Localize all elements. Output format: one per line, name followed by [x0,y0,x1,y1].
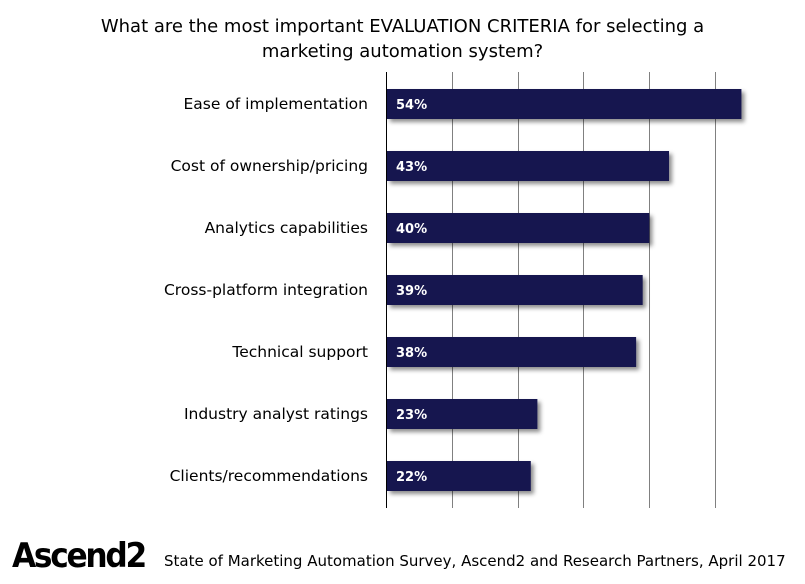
chart-title-line-1: What are the most important EVALUATION C… [100,16,705,37]
ascend2-logo: Ascend2 [12,536,147,576]
value-label: 39% [396,284,427,299]
category-label: Technical support [231,343,368,361]
bar [387,89,742,119]
footer: Ascend2 State of Marketing Automation Su… [0,534,805,584]
bar [387,213,650,243]
value-label: 40% [396,222,427,237]
bar [387,461,531,491]
value-label: 38% [396,346,427,361]
category-label: Clients/recommendations [170,467,368,485]
category-label: Ease of implementation [183,95,368,113]
category-label: Industry analyst ratings [184,405,368,423]
category-label: Cross-platform integration [164,281,368,299]
bar [387,275,643,305]
value-label: 23% [396,408,427,423]
bar [387,399,538,429]
bars: Ease of implementation 54% Cost of ownersh… [164,89,742,491]
chart-title-line-2: marketing automation system? [261,41,544,62]
bar-chart: Ease of implementation 54% Cost of ownersh… [164,72,742,508]
category-label: Cost of ownership/pricing [171,157,368,175]
bar [387,337,637,367]
category-label: Analytics capabilities [205,219,368,237]
value-label: 22% [396,470,427,485]
source-note: State of Marketing Automation Survey, As… [164,552,786,570]
chart-title: What are the most important EVALUATION C… [0,14,805,64]
value-label: 54% [396,98,427,113]
bar [387,151,670,181]
gridlines [386,72,716,508]
value-label: 43% [396,160,427,175]
